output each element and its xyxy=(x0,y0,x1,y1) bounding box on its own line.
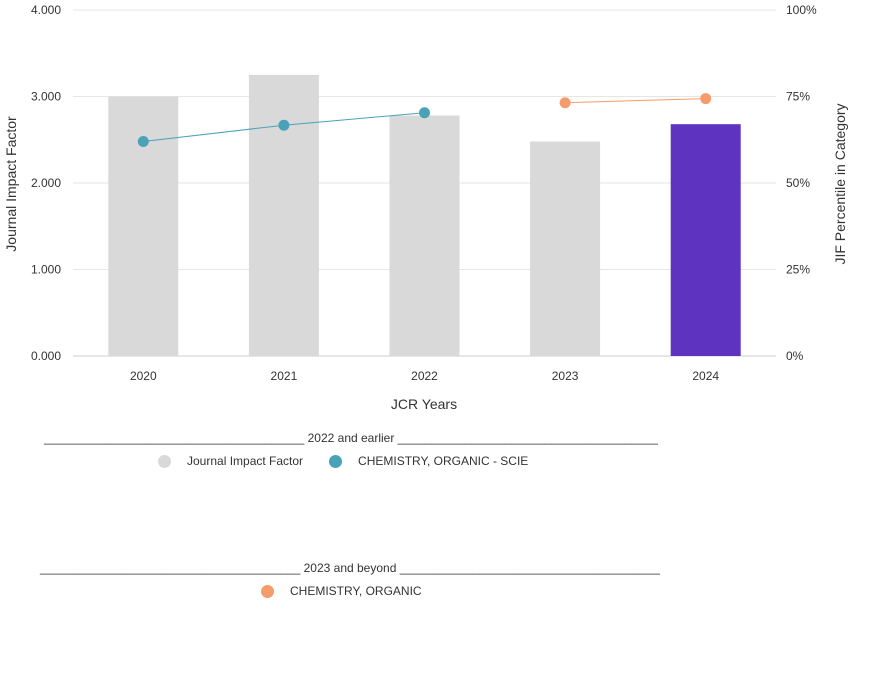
bar[interactable] xyxy=(670,124,741,357)
x-axis-ticks: 2020 2021 2022 2023 2024 xyxy=(130,369,719,383)
legend-group-2023-title: _______________________________________ … xyxy=(40,561,660,575)
bar[interactable] xyxy=(108,96,179,357)
legend-group-2022: Journal Impact Factor CHEMISTRY, ORGANIC… xyxy=(158,454,554,468)
left-axis-ticks: 0.000 1.000 2.000 3.000 4.000 xyxy=(31,3,61,363)
x-tick-label: 2021 xyxy=(271,369,298,383)
legend-label-chem-org: CHEMISTRY, ORGANIC xyxy=(290,584,422,598)
series-point[interactable] xyxy=(137,135,149,147)
x-tick-label: 2024 xyxy=(692,369,719,383)
left-tick-label: 4.000 xyxy=(31,3,61,17)
left-axis-title: Journal Impact Factor xyxy=(3,116,19,252)
legend-group-2023: CHEMISTRY, ORGANIC xyxy=(261,584,448,598)
legend-swatch-jif xyxy=(158,454,171,468)
bar[interactable] xyxy=(389,115,460,356)
legend-swatch-chem-org-scie xyxy=(329,454,343,468)
right-tick-label: 25% xyxy=(786,263,810,277)
series-point[interactable] xyxy=(559,97,571,109)
left-tick-label: 2.000 xyxy=(31,176,61,190)
x-tick-label: 2020 xyxy=(130,369,157,383)
right-tick-label: 50% xyxy=(786,176,810,190)
series-line xyxy=(565,98,706,104)
legend-group-2022-title: _______________________________________ … xyxy=(44,431,658,445)
legend-item-chem-org[interactable]: CHEMISTRY, ORGANIC xyxy=(261,584,422,598)
series-point[interactable] xyxy=(419,107,430,119)
x-axis-title: JCR Years xyxy=(391,396,457,412)
bar[interactable] xyxy=(248,74,319,356)
right-axis-title: JIF Percentile in Category xyxy=(832,103,848,264)
bar[interactable] xyxy=(530,141,601,356)
percentile-lines[interactable] xyxy=(137,93,712,147)
legend-swatch-chem-org xyxy=(261,584,274,598)
bar-series[interactable] xyxy=(108,74,741,357)
series-point[interactable] xyxy=(700,93,712,105)
right-axis-ticks: 0% 25% 50% 75% 100% xyxy=(786,3,817,363)
left-tick-label: 1.000 xyxy=(31,263,61,277)
left-tick-label: 3.000 xyxy=(31,90,61,104)
legend-label-chem-org-scie: CHEMISTRY, ORGANIC - SCIE xyxy=(358,454,529,468)
legend-item-jif[interactable]: Journal Impact Factor xyxy=(158,454,303,468)
jif-chart: 0.000 1.000 2.000 3.000 4.000 0% 25% 50% 75% 100… xyxy=(3,3,848,412)
x-tick-label: 2023 xyxy=(552,369,579,383)
legend-item-chem-org-scie[interactable]: CHEMISTRY, ORGANIC - SCIE xyxy=(329,454,528,468)
right-tick-label: 0% xyxy=(786,349,804,363)
x-tick-label: 2022 xyxy=(411,369,438,383)
legend-label-jif: Journal Impact Factor xyxy=(187,454,304,468)
series-point[interactable] xyxy=(278,119,290,131)
right-tick-label: 75% xyxy=(786,90,810,104)
right-tick-label: 100% xyxy=(786,3,817,17)
left-tick-label: 0.000 xyxy=(31,349,61,363)
